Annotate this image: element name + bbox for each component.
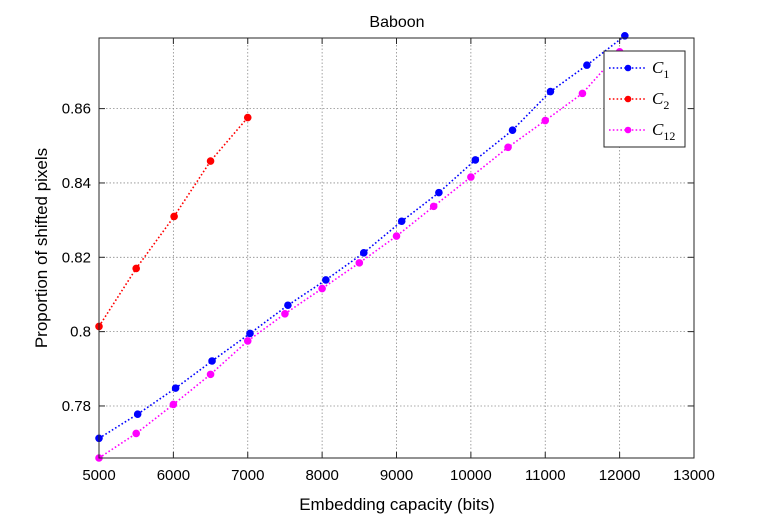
- data-point: [132, 429, 140, 438]
- series-group: [95, 31, 629, 462]
- x-tick-label: 6000: [157, 467, 190, 484]
- data-point: [621, 31, 629, 40]
- x-tick-label: 10000: [450, 467, 492, 484]
- data-point: [171, 384, 180, 392]
- data-point: [578, 89, 587, 98]
- x-tick-label: 11000: [525, 467, 566, 484]
- x-tick-label: 7000: [231, 467, 264, 484]
- legend-label: C12: [652, 120, 675, 143]
- x-tick-label: 8000: [305, 467, 338, 484]
- data-point: [435, 188, 443, 197]
- chart-title: Baboon: [369, 14, 424, 31]
- ticks: 5000 6000 7000 8000 9000 10000 11000 12000 13000…: [62, 38, 715, 484]
- data-point: [583, 61, 591, 69]
- legend-marker: [624, 126, 632, 134]
- x-tick-label: 13000: [673, 467, 715, 484]
- data-point: [467, 173, 475, 181]
- data-point: [284, 301, 292, 310]
- series-line: [98, 117, 249, 327]
- data-point: [397, 217, 406, 226]
- data-point: [359, 249, 368, 257]
- legend-item: C2: [609, 89, 669, 112]
- series-line: [98, 51, 621, 459]
- y-tick-label: 0.82: [62, 249, 91, 266]
- data-point: [170, 212, 178, 221]
- x-tick-label: 9000: [380, 467, 413, 484]
- y-tick-label: 0.8: [70, 324, 91, 341]
- y-tick-label: 0.86: [62, 101, 91, 118]
- data-point: [355, 259, 364, 267]
- legend-label: C1: [652, 58, 669, 81]
- x-axis-label: Embedding capacity (bits): [299, 495, 495, 514]
- data-point: [206, 370, 215, 379]
- data-point: [132, 264, 140, 273]
- series-line: [98, 35, 626, 439]
- legend: C1 C2 C12: [603, 50, 686, 148]
- data-point: [322, 276, 330, 284]
- data-point: [281, 309, 289, 318]
- data-point: [471, 156, 480, 164]
- data-point: [508, 126, 517, 134]
- data-point: [243, 113, 252, 122]
- data-point: [318, 284, 326, 293]
- data-point: [246, 329, 254, 338]
- data-point: [546, 87, 555, 96]
- legend-marker: [624, 64, 632, 72]
- series-c1: [95, 31, 629, 443]
- data-point: [206, 157, 215, 165]
- data-point: [392, 232, 401, 240]
- series-c12: [95, 47, 624, 462]
- y-tick-label: 0.78: [62, 398, 91, 415]
- data-point: [243, 337, 252, 345]
- data-point: [208, 357, 216, 365]
- y-tick-label: 0.84: [62, 175, 91, 192]
- legend-label: C2: [652, 89, 669, 112]
- data-point: [541, 116, 550, 125]
- y-axis-label: Proportion of shifted pixels: [32, 148, 51, 348]
- legend-item: C1: [609, 58, 669, 81]
- x-tick-label: 5000: [82, 467, 115, 484]
- data-point: [429, 202, 438, 211]
- legend-marker: [624, 95, 632, 103]
- data-point: [133, 410, 142, 418]
- data-point: [169, 400, 178, 409]
- data-point: [504, 143, 512, 152]
- legend-item: C12: [609, 120, 675, 143]
- x-tick-label: 12000: [599, 467, 641, 484]
